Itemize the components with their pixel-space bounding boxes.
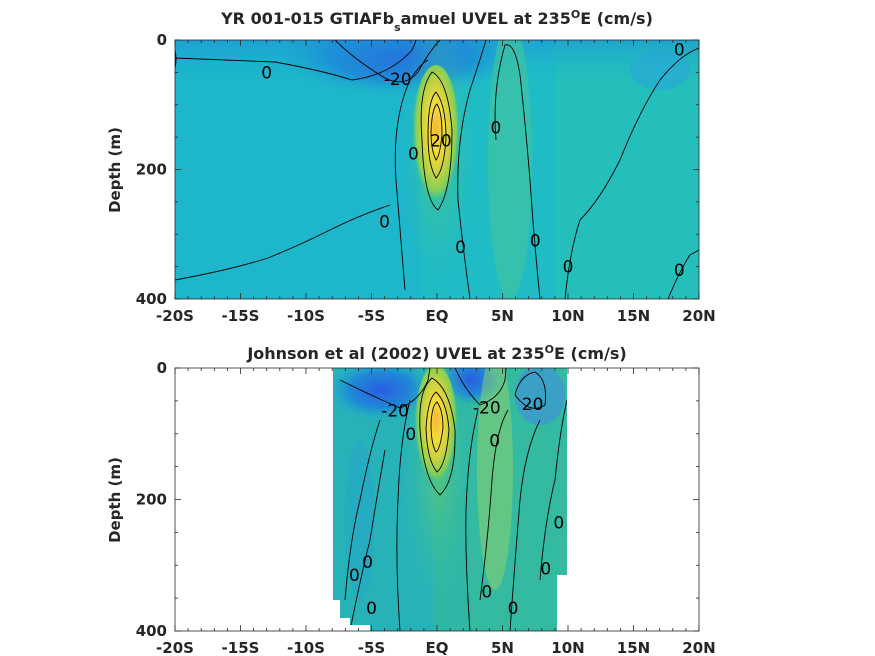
bottom-title: Johnson et al (2002) UVEL at 235OE (cm/s… (246, 343, 626, 364)
bottom-contour-label: -20 (473, 398, 501, 418)
bottom-contour-label: 0 (349, 566, 360, 586)
top-contour-label: -20 (384, 70, 412, 90)
bottom-equatorial-undercurrent (414, 368, 458, 495)
bottom-x-tick-label: -15S (222, 639, 260, 656)
bottom-contour-label: 0 (366, 599, 377, 619)
top-x-tick-label: -15S (222, 307, 260, 325)
top-contour-label: 0 (455, 238, 466, 258)
bottom-contour-label: 0 (553, 514, 564, 534)
top-contour-label: 0 (261, 63, 272, 83)
bottom-x-tick-label: 20N (682, 639, 715, 656)
bottom-x-tick-label: -10S (287, 639, 325, 656)
top-x-tick-label: -10S (287, 307, 325, 325)
top-title: YR 001-015 GTIAFbsamuel UVEL at 235OE (c… (220, 8, 653, 34)
bottom-contour-label: 0 (540, 560, 551, 580)
top-x-tick-label: -5S (358, 307, 385, 325)
bottom-contour-label: 0 (362, 553, 373, 573)
top-x-tick-label: EQ (426, 307, 449, 325)
bottom-x-tick-label: -5S (358, 639, 385, 656)
bottom-y-tick-label: 0 (157, 359, 167, 377)
top-y-tick-label: 200 (136, 161, 167, 179)
bottom-x-tick-label: EQ (426, 639, 449, 656)
top-contour-label: 0 (408, 144, 419, 164)
bottom-y-tick-label: 400 (136, 622, 167, 640)
top-contour-label: 0 (379, 212, 390, 232)
bottom-x-tick-label: 15N (617, 639, 650, 656)
top-heatmap (175, 40, 699, 299)
top-x-tick-label: 5N (491, 307, 514, 325)
top-x-tick-label: -20S (156, 307, 194, 325)
top-contour-label: 0 (491, 118, 502, 138)
bottom-contour-label: 0 (405, 425, 416, 445)
top-contour-label: 0 (674, 261, 685, 281)
top-contour-label: 20 (430, 131, 452, 151)
top-x-tick-label: 20N (682, 307, 715, 325)
bottom-heatmap (333, 368, 567, 631)
top-contour-label: 0 (530, 232, 541, 252)
bottom-contour-label: 0 (508, 599, 519, 619)
bottom-contour-label: 20 (522, 395, 544, 415)
bottom-contour-label: 0 (481, 583, 492, 603)
bottom-y-tick-label: 200 (136, 491, 167, 509)
top-contour-label: 0 (674, 41, 685, 61)
bottom-x-tick-label: 10N (551, 639, 584, 656)
top-x-tick-label: 10N (551, 307, 584, 325)
top-contour-label: 0 (563, 258, 574, 278)
bottom-x-tick-label: -20S (156, 639, 194, 656)
bottom-contour-label: 0 (489, 431, 500, 451)
bottom-panel: Johnson et al (2002) UVEL at 235OE (cm/s… (106, 343, 716, 656)
top-y-tick-label: 0 (157, 31, 167, 49)
bottom-contour-label: -20 (381, 402, 409, 422)
top-y-axis-label: Depth (m) (106, 127, 124, 213)
bottom-x-tick-label: 5N (491, 639, 514, 656)
top-contour-labels: 0 -20 0 20 0 0 0 0 0 0 0 (261, 41, 684, 281)
top-x-tick-label: 15N (617, 307, 650, 325)
top-panel: YR 001-015 GTIAFbsamuel UVEL at 235OE (c… (106, 8, 716, 326)
bottom-y-axis-label: Depth (m) (106, 457, 124, 543)
top-y-tick-label: 400 (136, 290, 167, 308)
